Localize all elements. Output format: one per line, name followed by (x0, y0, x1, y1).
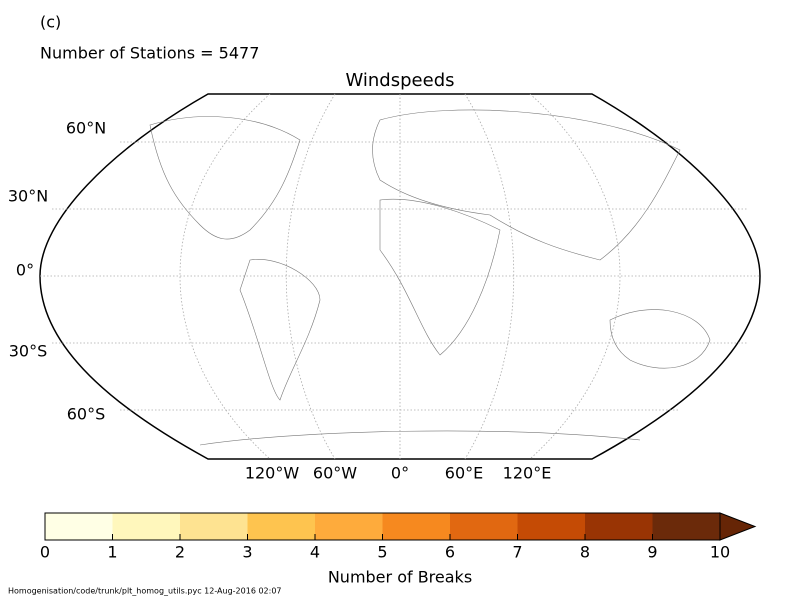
colorbar-tick-label: 6 (445, 543, 455, 562)
colorbar-segment (517, 513, 585, 540)
colorbar-segment (450, 513, 518, 540)
lat-label: 0° (16, 261, 34, 280)
lat-label: 30°S (9, 342, 48, 361)
map-title: Windspeeds (346, 70, 455, 91)
colorbar-tick-label: 0 (40, 543, 50, 562)
colorbar-tick-label: 5 (377, 543, 387, 562)
colorbar-extension (719, 512, 757, 541)
map (39, 93, 761, 460)
colorbar-segment (585, 513, 653, 540)
lat-label: 60°N (66, 119, 106, 138)
colorbar-label: Number of Breaks (328, 568, 472, 587)
coastlines (149, 109, 711, 446)
colorbar-tick-label: 3 (242, 543, 252, 562)
colorbar-tick-label: 7 (512, 543, 522, 562)
colorbar-tick-label: 8 (580, 543, 590, 562)
lon-label: 60°E (445, 464, 483, 483)
lat-label: 30°N (8, 187, 48, 206)
graticule (40, 93, 760, 460)
colorbar-tick-label: 4 (310, 543, 320, 562)
colorbar: 0 1 2 3 4 5 6 7 8 9 10 (40, 512, 757, 562)
colorbar-segment (247, 513, 315, 540)
colorbar-tick-label: 10 (710, 543, 730, 562)
panel-label: (c) (40, 13, 61, 32)
colorbar-segment (180, 513, 248, 540)
colorbar-tick-label: 1 (107, 543, 117, 562)
lat-label: 60°S (67, 405, 106, 424)
footer: Homogenisation/code/trunk/plt_homog_util… (8, 587, 282, 596)
colorbar-segment (315, 513, 383, 540)
colorbar-tick-label: 9 (647, 543, 657, 562)
colorbar-segment (45, 513, 113, 540)
lon-label: 120°E (503, 464, 552, 483)
colorbar-segment (382, 513, 450, 540)
colorbar-tick-label: 2 (175, 543, 185, 562)
subtitle: Number of Stations = 5477 (40, 44, 259, 63)
colorbar-segment (112, 513, 180, 540)
colorbar-segment (652, 513, 720, 540)
lon-label: 0° (391, 464, 409, 483)
lon-label: 60°W (313, 464, 357, 483)
lon-label: 120°W (245, 464, 300, 483)
